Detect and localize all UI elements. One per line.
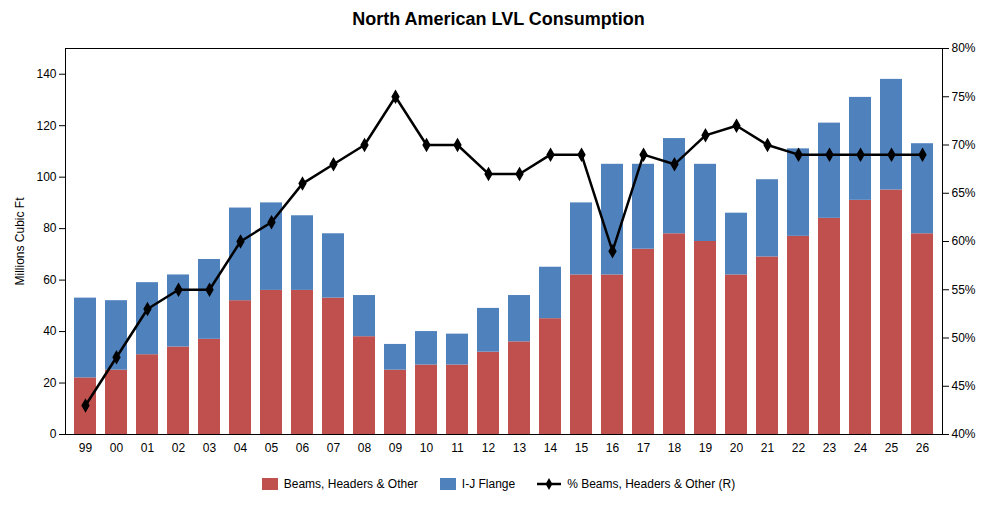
svg-text:13: 13	[513, 441, 527, 455]
svg-text:0: 0	[50, 427, 57, 441]
svg-text:03: 03	[203, 441, 217, 455]
svg-text:15: 15	[575, 441, 589, 455]
svg-text:80%: 80%	[952, 41, 976, 55]
svg-text:60%: 60%	[952, 234, 976, 248]
html-text:I-J Flange: I-J Flange	[461, 477, 516, 491]
svg-text:07: 07	[327, 441, 341, 455]
svg-text:12: 12	[482, 441, 496, 455]
html-text:% Beams, Headers & Other (R): % Beams, Headers & Other (R)	[567, 477, 736, 491]
svg-text:02: 02	[172, 441, 186, 455]
html-text:North American LVL Consumption: North American LVL Consumption	[352, 9, 645, 29]
svg-text:45%: 45%	[952, 379, 976, 393]
svg-text:20: 20	[730, 441, 744, 455]
svg-text:09: 09	[389, 441, 403, 455]
svg-text:55%: 55%	[952, 283, 976, 297]
svg-text:11: 11	[451, 441, 464, 455]
svg-text:140: 140	[36, 67, 56, 81]
svg-text:99: 99	[79, 441, 93, 455]
svg-text:25: 25	[885, 441, 899, 455]
svg-text:16: 16	[606, 441, 620, 455]
svg-text:23: 23	[823, 441, 837, 455]
svg-text:80: 80	[43, 221, 57, 235]
svg-text:00: 00	[110, 441, 124, 455]
svg-text:120: 120	[36, 119, 56, 133]
svg-text:14: 14	[544, 441, 558, 455]
svg-text:50%: 50%	[952, 331, 976, 345]
svg-text:26: 26	[916, 441, 930, 455]
svg-text:18: 18	[668, 441, 682, 455]
svg-text:05: 05	[265, 441, 279, 455]
svg-text:60: 60	[43, 273, 57, 287]
svg-text:70%: 70%	[952, 138, 976, 152]
svg-text:24: 24	[854, 441, 868, 455]
svg-text:22: 22	[792, 441, 806, 455]
svg-text:10: 10	[420, 441, 434, 455]
html-text:Beams, Headers & Other: Beams, Headers & Other	[283, 477, 418, 491]
svg-text:Millions Cubic Ft: Millions Cubic Ft	[13, 197, 27, 286]
svg-text:40: 40	[43, 324, 57, 338]
svg-text:17: 17	[637, 441, 651, 455]
svg-text:21: 21	[761, 441, 775, 455]
svg-text:40%: 40%	[952, 427, 976, 441]
svg-text:20: 20	[43, 376, 57, 390]
svg-text:08: 08	[358, 441, 372, 455]
svg-text:100: 100	[36, 170, 56, 184]
svg-text:75%: 75%	[952, 90, 976, 104]
svg-text:19: 19	[699, 441, 713, 455]
svg-text:01: 01	[141, 441, 155, 455]
svg-text:65%: 65%	[952, 186, 976, 200]
svg-text:06: 06	[296, 441, 310, 455]
svg-text:04: 04	[234, 441, 248, 455]
